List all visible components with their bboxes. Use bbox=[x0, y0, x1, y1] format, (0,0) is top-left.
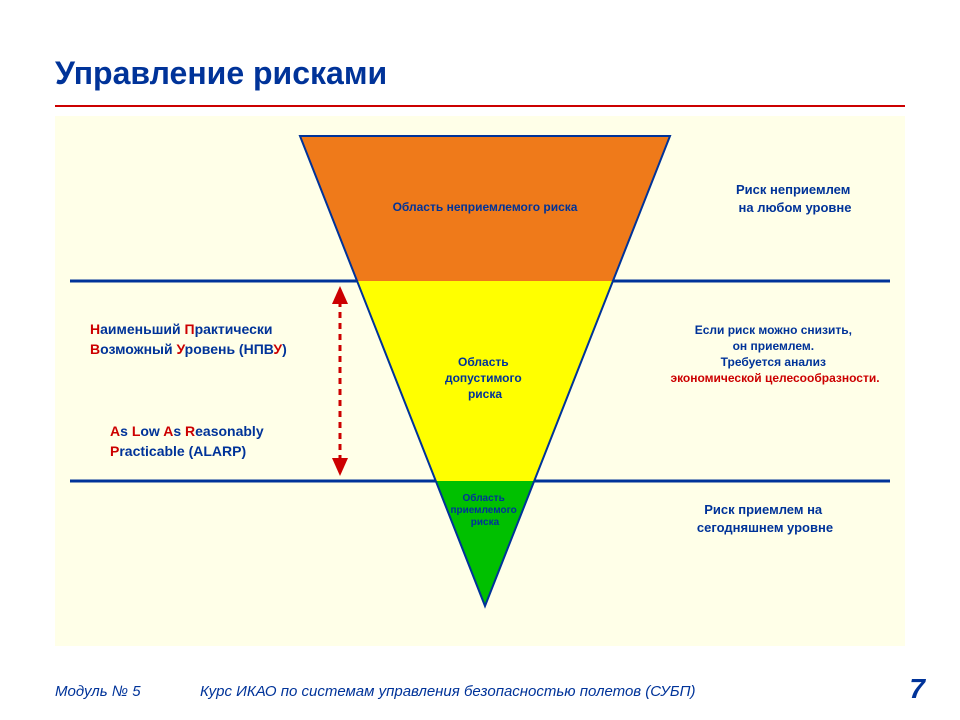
right-label-tolerable: Если риск можно снизить, он приемлем. Тр… bbox=[670, 323, 879, 385]
footer-page-number: 7 bbox=[909, 673, 925, 705]
alarp-arrow-head-top bbox=[332, 286, 348, 304]
right-label-unacceptable: Риск неприемлем на любом уровне bbox=[736, 182, 854, 215]
right-label-acceptable: Риск приемлем на сегодняшнем уровне bbox=[697, 502, 833, 535]
left-label-alarp: As Low As Reasonably Practicable (ALARP) bbox=[110, 423, 268, 459]
left-label-npvu: Наименьший Практически Возможный Уровень… bbox=[90, 321, 287, 357]
slide-title: Управление рисками bbox=[55, 55, 387, 92]
zone-label-unacceptable: Область неприемлемого риска bbox=[393, 200, 578, 214]
slide-footer: Модуль № 5 Курс ИКАО по системам управле… bbox=[0, 683, 960, 700]
footer-course: Курс ИКАО по системам управления безопас… bbox=[200, 683, 696, 700]
footer-module: Модуль № 5 bbox=[55, 683, 141, 700]
slide: Управление рисками Область неприемлемого… bbox=[0, 0, 960, 720]
alarp-arrow-head-bottom bbox=[332, 458, 348, 476]
title-underline bbox=[55, 105, 905, 107]
risk-triangle-diagram: Область неприемлемого риска Область допу… bbox=[55, 116, 905, 646]
